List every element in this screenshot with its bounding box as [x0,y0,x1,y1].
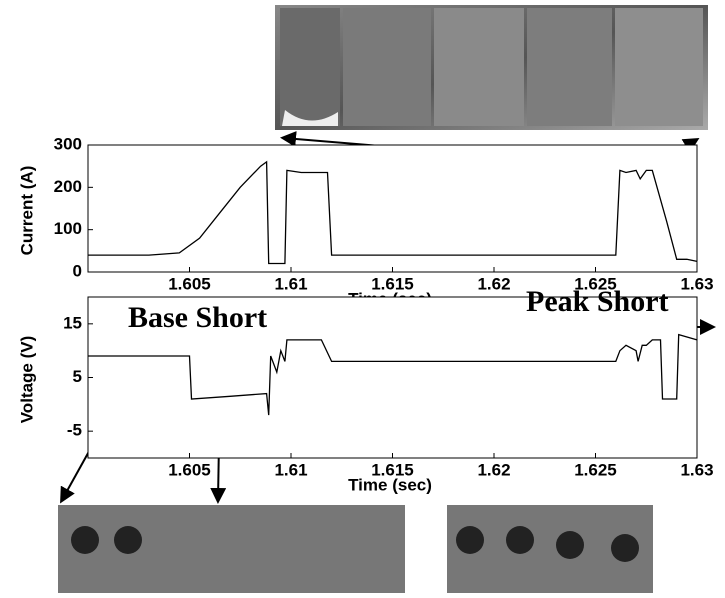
x-axis-label: Time (sec) [348,475,432,494]
y-axis-label: Current (A) [17,166,36,256]
x-tick-label: 1.61 [274,460,307,479]
x-tick-label: 1.625 [574,460,617,479]
y-tick-label: 200 [54,177,82,196]
x-tick-label: 1.62 [477,460,510,479]
x-tick-label: 1.63 [680,274,713,293]
y-tick-label: 100 [54,219,82,238]
y-tick-label: -5 [67,421,82,440]
annotation: Peak Short [526,285,669,318]
x-tick-label: 1.61 [274,274,307,293]
top-frames [275,5,708,130]
bottom-frames [58,505,653,593]
annotation: Base Short [128,301,267,334]
y-tick-label: 0 [73,261,82,280]
y-axis-label: Voltage (V) [17,336,36,424]
figure: 0 100 200 300 1.605 1.61 1.61 5 1.62 1.625 1.63 Tim… [0,0,725,593]
y-tick-label: 300 [54,134,82,153]
x-tick-label: 1.62 [477,274,510,293]
y-tick-label: 15 [63,313,82,332]
x-tick-label: 1.605 [168,274,211,293]
y-tick-label: 5 [73,367,82,386]
x-tick-label: 1.63 [680,460,713,479]
x-tick-label: 1.605 [168,460,211,479]
